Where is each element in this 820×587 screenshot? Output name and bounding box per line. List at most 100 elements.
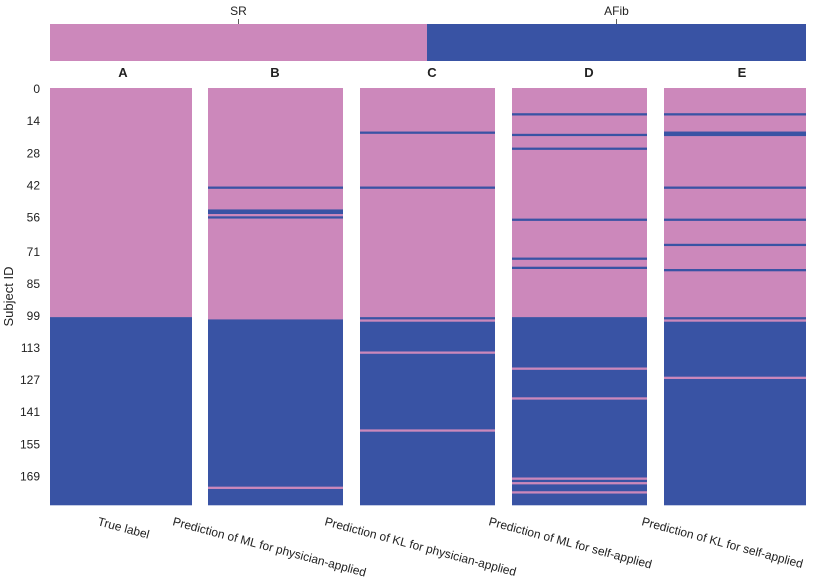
cell-run-sr [664, 246, 806, 270]
cell-run-afib [664, 317, 806, 320]
cell-run-afib [360, 321, 495, 352]
column-b [208, 88, 343, 506]
panel-letter: E [738, 65, 747, 80]
cell-run-afib [512, 484, 647, 492]
cell-run-sr [208, 214, 343, 217]
y-tick-label: 113 [21, 341, 40, 355]
cell-run-afib [208, 488, 343, 506]
cell-run-sr [360, 133, 495, 187]
y-tick-label: 127 [20, 373, 40, 387]
cell-run-sr [208, 188, 343, 210]
cell-run-sr [512, 136, 647, 148]
cell-run-sr [208, 88, 343, 187]
cell-run-sr [664, 319, 806, 323]
cell-run-afib [664, 378, 806, 506]
cell-run-afib [664, 243, 806, 247]
cell-run-sr [664, 271, 806, 318]
legend-swatch-sr [50, 24, 427, 61]
cell-run-sr [512, 88, 647, 114]
y-axis: 0 14 28 42 56 71 85 99 113 127 141 155 169 Subject ID [1, 82, 40, 483]
cell-run-sr [360, 429, 495, 432]
cell-run-sr [664, 220, 806, 245]
legend-label: AFib [604, 4, 629, 18]
column-e [664, 88, 806, 506]
column-labels: True label Prediction of ML for physician… [96, 514, 804, 579]
cell-run-afib [360, 186, 495, 190]
cell-run-sr [50, 88, 192, 318]
cell-run-sr [360, 88, 495, 132]
y-tick-label: 14 [27, 114, 41, 128]
cell-run-sr [512, 367, 647, 371]
cell-run-afib [360, 353, 495, 430]
y-tick-label: 71 [27, 245, 41, 259]
panel-letter: C [427, 65, 437, 80]
panel-letters: A B C D E [118, 65, 746, 80]
cell-run-afib [512, 257, 647, 261]
cell-run-afib [512, 317, 647, 368]
cell-run-afib [512, 266, 647, 270]
column-a [50, 88, 192, 506]
cell-run-afib [664, 186, 806, 190]
cell-run-afib [208, 209, 343, 215]
column-c [360, 88, 495, 506]
cell-run-sr [360, 351, 495, 355]
cell-run-sr [664, 115, 806, 132]
cell-run-afib [664, 218, 806, 222]
column-label: True label [96, 514, 151, 541]
cell-run-afib [512, 493, 647, 506]
cell-run-afib [512, 369, 647, 398]
cell-run-afib [664, 113, 806, 116]
cell-run-afib [512, 399, 647, 478]
cell-run-sr [208, 218, 343, 320]
column-label: Prediction of ML for self-applied [487, 514, 653, 571]
y-tick-label: 141 [20, 405, 40, 419]
cell-run-afib [664, 131, 806, 137]
cell-run-afib [512, 113, 647, 116]
columns [50, 88, 806, 506]
cell-run-afib [208, 319, 343, 487]
cell-run-sr [512, 149, 647, 219]
y-tick-label: 169 [20, 469, 40, 483]
legend-label: SR [230, 4, 247, 18]
class-legend-bar: SR AFib [50, 4, 806, 61]
cell-run-afib [360, 317, 495, 320]
cell-run-afib [512, 218, 647, 222]
y-tick-label: 28 [27, 146, 41, 160]
cell-run-sr [512, 115, 647, 135]
cell-run-sr [360, 319, 495, 323]
panel-letter: B [270, 65, 279, 80]
cell-run-afib [50, 317, 192, 506]
cell-run-afib [208, 216, 343, 219]
cell-run-sr [512, 482, 647, 485]
legend-swatch-afib [427, 24, 806, 61]
panel-letter: A [118, 65, 128, 80]
cell-run-sr [664, 88, 806, 114]
panel-letter: D [584, 65, 593, 80]
y-axis-label: Subject ID [1, 267, 16, 327]
cell-run-sr [360, 188, 495, 318]
y-tick-label: 85 [27, 277, 41, 291]
cell-run-sr [512, 397, 647, 400]
column-label: Prediction of KL for self-applied [640, 514, 804, 571]
y-tick-label: 155 [20, 437, 40, 451]
cell-run-sr [208, 486, 343, 490]
cell-run-afib [512, 147, 647, 151]
cell-run-sr [664, 376, 806, 380]
cell-run-sr [512, 259, 647, 268]
cell-run-afib [664, 269, 806, 272]
cell-run-sr [512, 477, 647, 481]
y-tick-label: 56 [27, 210, 41, 224]
cell-run-afib [208, 186, 343, 190]
cell-run-sr [512, 269, 647, 318]
cell-run-afib [512, 133, 647, 137]
cell-run-sr [512, 220, 647, 258]
cell-run-afib [664, 321, 806, 377]
cell-run-afib [512, 479, 647, 483]
cell-run-sr [512, 491, 647, 494]
cell-run-afib [360, 431, 495, 506]
cell-run-sr [664, 136, 806, 187]
y-tick-label: 42 [27, 178, 41, 192]
cell-run-sr [664, 188, 806, 219]
y-tick-label: 0 [33, 82, 40, 96]
